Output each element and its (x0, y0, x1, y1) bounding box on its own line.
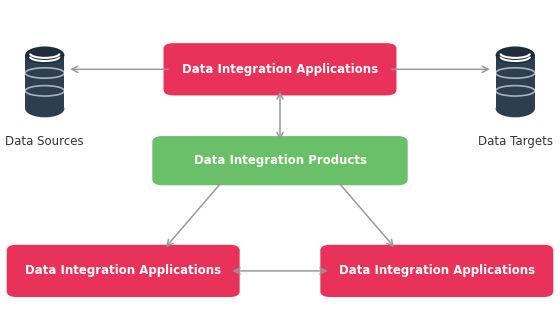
Ellipse shape (496, 46, 535, 64)
Text: Data Integration Applications: Data Integration Applications (182, 63, 378, 76)
FancyBboxPatch shape (320, 245, 553, 297)
Text: Data Targets: Data Targets (478, 135, 553, 148)
Text: Data Sources: Data Sources (6, 135, 84, 148)
Text: Data Integration Applications: Data Integration Applications (339, 264, 535, 278)
Bar (496, 55, 535, 109)
Text: Data Integration Products: Data Integration Products (194, 154, 366, 167)
Ellipse shape (496, 100, 535, 117)
Bar (25, 55, 64, 109)
Text: Data Integration Applications: Data Integration Applications (25, 264, 221, 278)
FancyBboxPatch shape (152, 136, 408, 185)
FancyBboxPatch shape (7, 245, 240, 297)
Ellipse shape (25, 46, 64, 64)
Ellipse shape (25, 100, 64, 117)
FancyBboxPatch shape (164, 43, 396, 95)
